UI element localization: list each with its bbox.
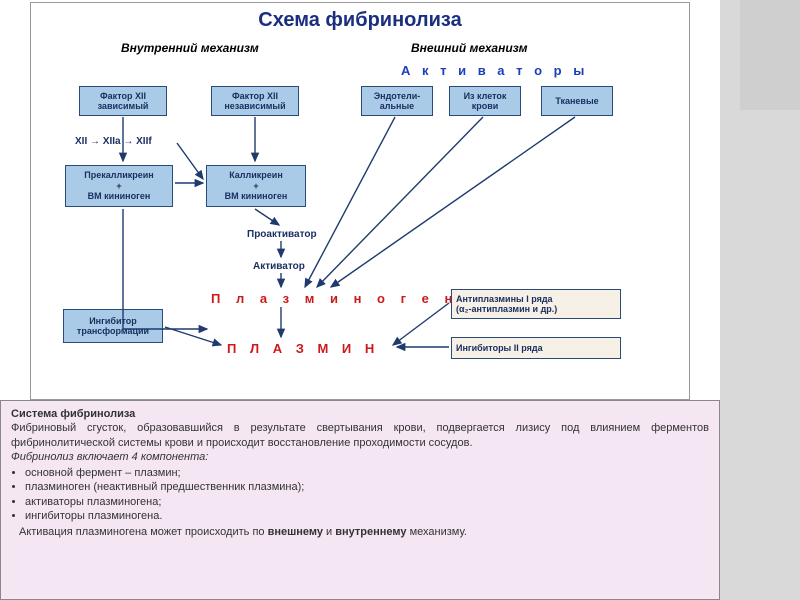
p3-pre: Активация плазминогена может происходить…: [19, 526, 268, 538]
p3-b1: внешнему: [268, 526, 323, 538]
subheader-external: Внешний механизм: [411, 41, 528, 55]
box-endo: Эндотели-альные: [361, 86, 433, 116]
desc-title: Система фибринолиза: [11, 407, 709, 421]
p3-b2: внутреннему: [335, 526, 406, 538]
desc-para1: Фибриновый сгусток, образовавшийся в рез…: [11, 421, 709, 450]
box-blood: Из клетоккрови: [449, 86, 521, 116]
text-act: Активатор: [253, 261, 305, 272]
text-xii-chain: XII → XIIa → XIIf: [75, 136, 152, 147]
p3-mid: и: [323, 526, 335, 538]
desc-para3: Активация плазминогена может происходить…: [11, 525, 709, 539]
text-plasmin: П Л А З М И Н: [227, 341, 379, 356]
bullet-3: активаторы плазминогена;: [25, 495, 709, 509]
p3-post: механизму.: [407, 526, 467, 538]
bullet-1: основной фермент – плазмин;: [25, 466, 709, 480]
bullet-2: плазминоген (неактивный предшественник п…: [25, 480, 709, 494]
desc-para1-text: Фибриновый сгусток, образовавшийся в рез…: [11, 422, 709, 448]
box-f12dep: Фактор XIIзависимый: [79, 86, 167, 116]
slide: Схема фибринолиза Внутренний механизм Вн…: [0, 0, 720, 600]
bullet-4: ингибиторы плазминогена.: [25, 509, 709, 523]
desc-para2: Фибринолиз включает 4 компонента:: [11, 450, 709, 464]
desc-bullets: основной фермент – плазмин; плазминоген …: [11, 466, 709, 523]
box-kal: Калликреин+ВМ кининоген: [206, 165, 306, 207]
box-f12indep: Фактор XIIнезависимый: [211, 86, 299, 116]
subheader-internal: Внутренний механизм: [121, 41, 259, 55]
text-proact: Проактиватор: [247, 229, 317, 240]
description-area: Система фибринолиза Фибриновый сгусток, …: [0, 400, 720, 600]
diagram-title: Схема фибринолиза: [31, 9, 689, 32]
box-inhib-trans: Ингибитортрансформации: [63, 309, 163, 343]
box-prekal: Прекалликреин+ВМ кининоген: [65, 165, 173, 207]
box-inhib2: Ингибиторы II ряда: [451, 337, 621, 359]
diagram-area: Схема фибринолиза Внутренний механизм Вн…: [30, 2, 690, 400]
box-antiplasm: Антиплазмины I ряда(α₂-антиплазмин и др.…: [451, 289, 621, 319]
activators-label: А к т и в а т о р ы: [401, 63, 588, 78]
text-plasminogen: П л а з м и н о г е н: [211, 291, 458, 306]
box-tissue: Тканевые: [541, 86, 613, 116]
sidebar-shade: [740, 0, 800, 110]
